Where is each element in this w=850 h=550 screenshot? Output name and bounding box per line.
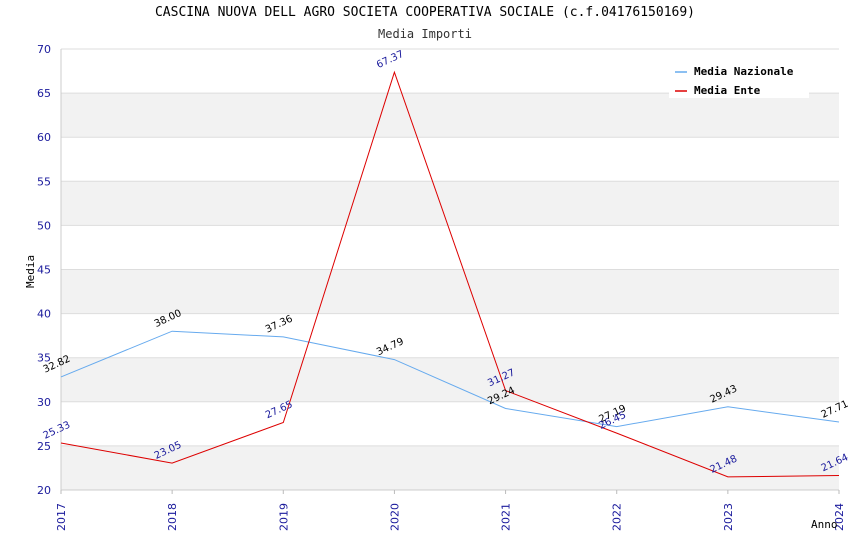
grid-lines	[60, 48, 839, 491]
x-tick-label: 2020	[388, 503, 401, 531]
y-tick-label: 20	[37, 484, 51, 497]
plot-bands	[61, 93, 839, 490]
y-tick-label: 50	[37, 219, 51, 232]
legend: Media Nazionale Media Ente	[669, 60, 809, 98]
y-tick-label: 25	[37, 440, 51, 453]
x-tick-label: 2022	[611, 503, 624, 531]
y-tick-label: 45	[37, 264, 51, 277]
y-axis-ticks: 20 25 30 35 40 45 50 55 60 65 70	[37, 43, 51, 497]
chart-subtitle: Media Importi	[378, 27, 472, 41]
data-label: 67.37	[375, 49, 406, 71]
y-tick-label: 65	[37, 87, 51, 100]
y-tick-label: 30	[37, 396, 51, 409]
grid-band	[61, 269, 839, 314]
series-lines	[60, 70, 840, 478]
legend-label-ente: Media Ente	[694, 84, 761, 97]
x-axis-title: Anno	[811, 518, 838, 531]
y-tick-label: 40	[37, 308, 51, 321]
data-label: 25.33	[42, 420, 73, 442]
x-tick-label: 2023	[722, 503, 735, 531]
x-tick-label: 2021	[500, 503, 513, 531]
grid-band	[61, 445, 839, 490]
legend-label-nazionale: Media Nazionale	[694, 65, 794, 78]
data-label: 27.65	[264, 399, 295, 421]
series-line-0	[60, 330, 840, 428]
y-tick-label: 60	[37, 131, 51, 144]
y-tick-label: 70	[37, 43, 51, 56]
y-axis-title: Media	[24, 255, 37, 288]
grid-band	[61, 93, 839, 138]
legend-box	[669, 60, 809, 98]
y-tick-label: 35	[37, 352, 51, 365]
series-line-1	[60, 70, 840, 478]
data-label: 37.36	[264, 314, 295, 336]
x-tick-label: 2017	[55, 503, 68, 531]
x-tick-label: 2018	[166, 503, 179, 531]
x-tick-label: 2024	[833, 503, 846, 531]
y-tick-label: 55	[37, 175, 51, 188]
x-axis-ticks: 2017 2018 2019 2020 2021 2022 2023 2024	[55, 490, 846, 531]
chart-title: CASCINA NUOVA DELL AGRO SOCIETA COOPERAT…	[154, 5, 696, 20]
x-tick-label: 2019	[277, 503, 290, 531]
data-label: 34.79	[375, 336, 406, 358]
grid-band	[61, 181, 839, 226]
grid-band	[61, 357, 839, 402]
